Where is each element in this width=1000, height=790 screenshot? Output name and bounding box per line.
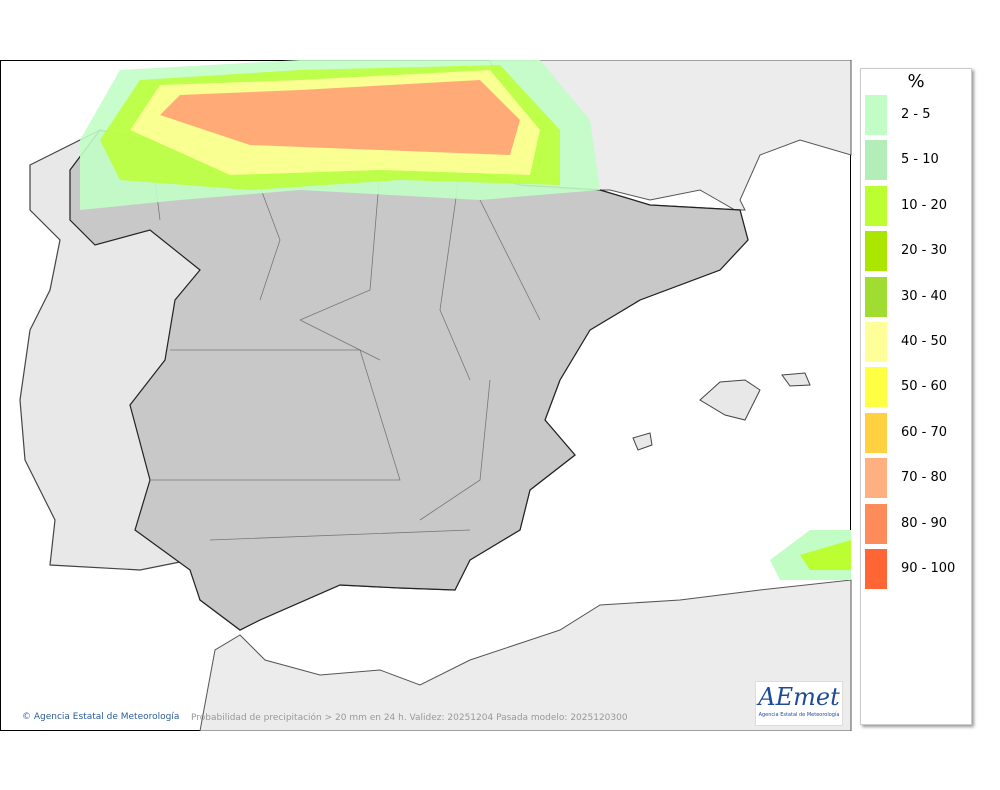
caption: Probabilidad de precipitación > 20 mm en… [191,713,628,723]
logo: AEmet Agencia Estatal de Meteorología [755,681,843,726]
legend-label: 5 - 10 [901,152,939,168]
legend-swatch [865,503,887,544]
legend-swatch [865,549,887,589]
legend-item: 80 - 90 [865,503,969,544]
africa [199,579,852,731]
legend-label: 20 - 30 [901,243,948,259]
legend-item: 60 - 70 [865,412,969,453]
menorca [781,372,811,387]
ibiza [632,432,653,451]
legend-label: 50 - 60 [901,379,948,395]
legend-swatch [865,231,887,272]
mallorca [699,379,761,421]
legend-item: 90 - 100 [865,549,969,589]
legend-label: 80 - 90 [901,515,948,531]
legend-item: 50 - 60 [865,367,969,408]
legend-swatch [865,412,887,453]
credit-text: Agencia Estatal de Meteorología [33,712,180,722]
legend-label: 60 - 70 [901,424,948,440]
logo-subtext: Agencia Estatal de Meteorología [758,712,840,718]
credit: © Agencia Estatal de Meteorología [22,712,180,722]
legend-item: 5 - 10 [865,140,969,181]
legend-item: 10 - 20 [865,185,969,226]
precip-area [160,80,520,155]
legend-label: 90 - 100 [901,561,956,576]
legend-label: 70 - 80 [901,470,948,486]
legend-swatch [865,367,887,408]
legend-item: 20 - 30 [865,231,969,272]
logo-text: AEmet [758,683,840,711]
legend-label: 40 - 50 [901,334,948,349]
legend-item: 2 - 5 [865,95,969,135]
legend-swatch [865,185,887,226]
legend-swatch [865,458,887,499]
legend-swatch [865,322,887,362]
legend-swatch [865,276,887,317]
legend-swatch [865,95,887,135]
map [0,60,852,731]
precip-area [800,540,851,570]
legend: % 2 - 5 5 - 10 10 - 20 20 - 30 30 - 40 40 - 5… [860,68,972,725]
legend-item: 30 - 40 [865,276,969,317]
legend-label: 10 - 20 [901,197,948,213]
legend-label: 2 - 5 [901,107,931,122]
legend-swatch [865,140,887,181]
legend-item: 40 - 50 [865,322,969,362]
legend-item: 70 - 80 [865,458,969,499]
legend-label: 30 - 40 [901,288,948,304]
legend-title: % [907,71,925,92]
